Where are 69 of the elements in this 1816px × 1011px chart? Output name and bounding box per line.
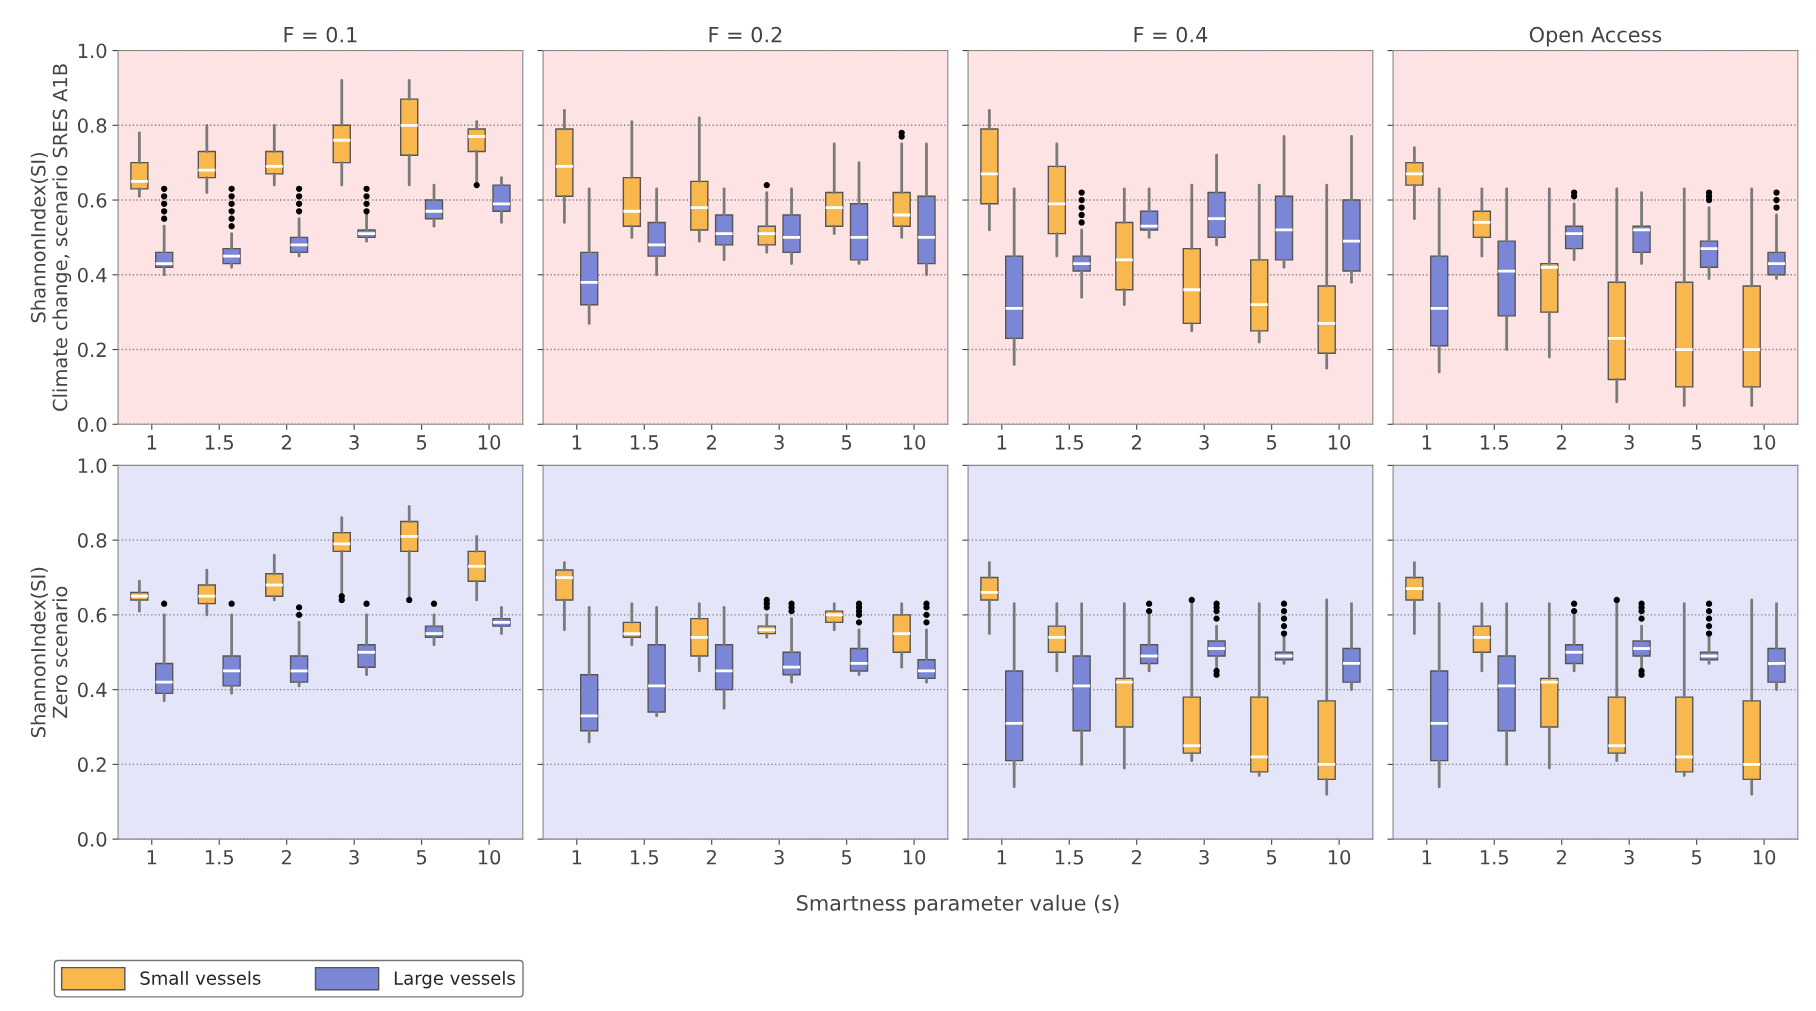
x-tick-label: 3 <box>1199 849 1209 865</box>
x-tick-label: 1 <box>997 435 1007 450</box>
y-tick-label: 0.6 <box>77 193 107 208</box>
x-tick-label: 1 <box>572 435 582 450</box>
x-tick-label: 10 <box>1753 849 1776 865</box>
y-tick-label: 0.4 <box>77 682 107 698</box>
y-tick-label: 1.0 <box>78 458 107 474</box>
x-tick-label: 1 <box>997 850 1007 865</box>
x-tick-label: 3 <box>774 435 784 450</box>
y-tick-label: 0.8 <box>77 533 107 548</box>
x-tick-label: 5 <box>416 435 427 450</box>
x-tick-label: 1.5 <box>1480 850 1509 865</box>
y-tick-label: 1.0 <box>78 43 107 59</box>
x-tick-label: 3 <box>774 849 784 865</box>
x-tick-label: 1 <box>1422 850 1432 865</box>
x-tick-label: 1.5 <box>1480 435 1509 450</box>
legend-label: Large vessels <box>394 970 515 989</box>
x-tick-label: 3 <box>349 849 359 865</box>
x-tick-label: 3 <box>349 435 359 450</box>
y-tick-label: 0.4 <box>77 267 107 283</box>
x-tick-label: 1.5 <box>1055 850 1084 865</box>
x-tick-label: 2 <box>706 849 716 865</box>
legend-label: Small vessels <box>140 970 261 985</box>
x-tick-label: 10 <box>1753 435 1776 450</box>
x-tick-label: 10 <box>478 849 501 865</box>
x-tick-label: 3 <box>1624 435 1634 450</box>
x-tick-label: 2 <box>1131 849 1141 865</box>
x-tick-label: 10 <box>903 435 926 450</box>
x-tick-label: 1.5 <box>205 850 233 865</box>
chart-title: Open Access <box>1529 26 1662 47</box>
x-tick-label: 5 <box>1691 435 1702 450</box>
x-tick-label: 2 <box>281 435 291 450</box>
x-tick-label: 5 <box>1691 850 1702 865</box>
x-tick-label: 1 <box>147 435 157 450</box>
x-tick-label: 2 <box>1556 435 1566 450</box>
x-tick-label: 2 <box>706 435 716 450</box>
x-tick-label: 2 <box>1131 435 1141 450</box>
x-tick-label: 1 <box>572 850 582 865</box>
x-axis-title: Smartness parameter value (s) <box>797 894 1119 915</box>
chart-title: F = 0.4 <box>1134 26 1208 43</box>
y-axis-title: ShannonIndex(SI) Zero scenario <box>30 567 68 738</box>
x-tick-label: 1.5 <box>1055 435 1084 450</box>
y-tick-label: 0.2 <box>77 342 106 358</box>
x-tick-label: 5 <box>416 850 427 865</box>
y-tick-label: 0.6 <box>77 607 107 623</box>
x-tick-label: 1.5 <box>630 435 659 450</box>
y-tick-label: 0.0 <box>77 417 107 432</box>
y-tick-label: 0.8 <box>77 118 107 133</box>
x-tick-label: 5 <box>841 435 852 450</box>
x-tick-label: 5 <box>1266 435 1277 450</box>
y-tick-label: 0.2 <box>77 757 106 773</box>
x-tick-label: 1 <box>1422 435 1432 450</box>
x-tick-label: 10 <box>1328 435 1351 450</box>
x-tick-label: 3 <box>1624 849 1634 865</box>
x-tick-label: 10 <box>478 435 501 450</box>
x-tick-label: 10 <box>903 849 926 865</box>
x-tick-label: 2 <box>1556 849 1566 865</box>
chart-title: F = 0.1 <box>284 26 357 43</box>
y-tick-label: 0.0 <box>77 832 107 847</box>
x-tick-label: 5 <box>1266 850 1277 865</box>
x-tick-label: 1 <box>147 850 157 865</box>
x-tick-label: 5 <box>841 850 852 865</box>
x-tick-label: 1.5 <box>205 435 233 450</box>
y-axis-title: ShannonIndex(SI) Climate change, scenario SRES A1B <box>30 64 72 411</box>
x-tick-label: 10 <box>1328 849 1351 865</box>
chart-title: F = 0.2 <box>709 26 782 43</box>
x-tick-label: 2 <box>281 849 291 865</box>
x-tick-label: 3 <box>1199 435 1209 450</box>
x-tick-label: 1.5 <box>630 850 659 865</box>
